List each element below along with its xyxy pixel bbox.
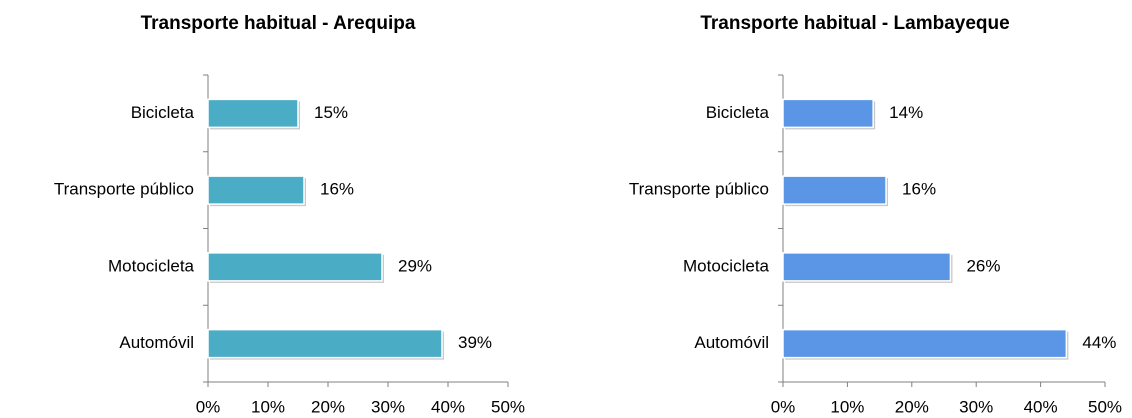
y-tick-label: Motocicleta (683, 256, 770, 275)
y-tick-label: Motocicleta (108, 256, 195, 275)
data-label: 44% (1082, 333, 1116, 352)
data-label: 29% (398, 256, 432, 275)
x-tick-label: 50% (491, 397, 525, 416)
bar (782, 98, 874, 129)
y-tick-label: Transporte público (54, 180, 194, 199)
bar (207, 98, 299, 129)
x-tick-label: 10% (830, 397, 864, 416)
chart-title: Transporte habitual - Arequipa (141, 13, 416, 34)
x-tick-label: 50% (1088, 397, 1122, 416)
x-tick-label: 0% (771, 397, 796, 416)
x-tick-label: 0% (196, 397, 221, 416)
data-label: 39% (458, 333, 492, 352)
data-label: 14% (889, 103, 923, 122)
x-tick-label: 20% (311, 397, 345, 416)
y-tick-label: Bicicleta (706, 103, 770, 122)
x-tick-label: 30% (959, 397, 993, 416)
y-tick-label: Automóvil (119, 333, 194, 352)
data-label: 26% (966, 256, 1000, 275)
bar (782, 252, 952, 282)
data-label: 16% (902, 180, 936, 199)
y-tick-label: Bicicleta (131, 103, 195, 122)
bar (207, 252, 383, 282)
x-tick-label: 10% (251, 397, 285, 416)
bar (207, 328, 443, 359)
bar (207, 175, 305, 205)
bar (782, 328, 1068, 359)
x-tick-label: 40% (431, 397, 465, 416)
x-tick-label: 30% (371, 397, 405, 416)
data-label: 15% (314, 103, 348, 122)
x-tick-label: 40% (1024, 397, 1058, 416)
chart: Transporte habitual - Lambayeque 0% 10% 20%… (629, 13, 1122, 416)
y-tick-label: Transporte público (629, 180, 769, 199)
bar (782, 175, 887, 205)
chart: Transporte habitual - Arequipa 0% 10% 20% 30… (54, 13, 525, 416)
data-label: 16% (320, 180, 354, 199)
y-tick-label: Automóvil (694, 333, 769, 352)
chart-title: Transporte habitual - Lambayeque (700, 13, 1009, 34)
x-tick-label: 20% (895, 397, 929, 416)
